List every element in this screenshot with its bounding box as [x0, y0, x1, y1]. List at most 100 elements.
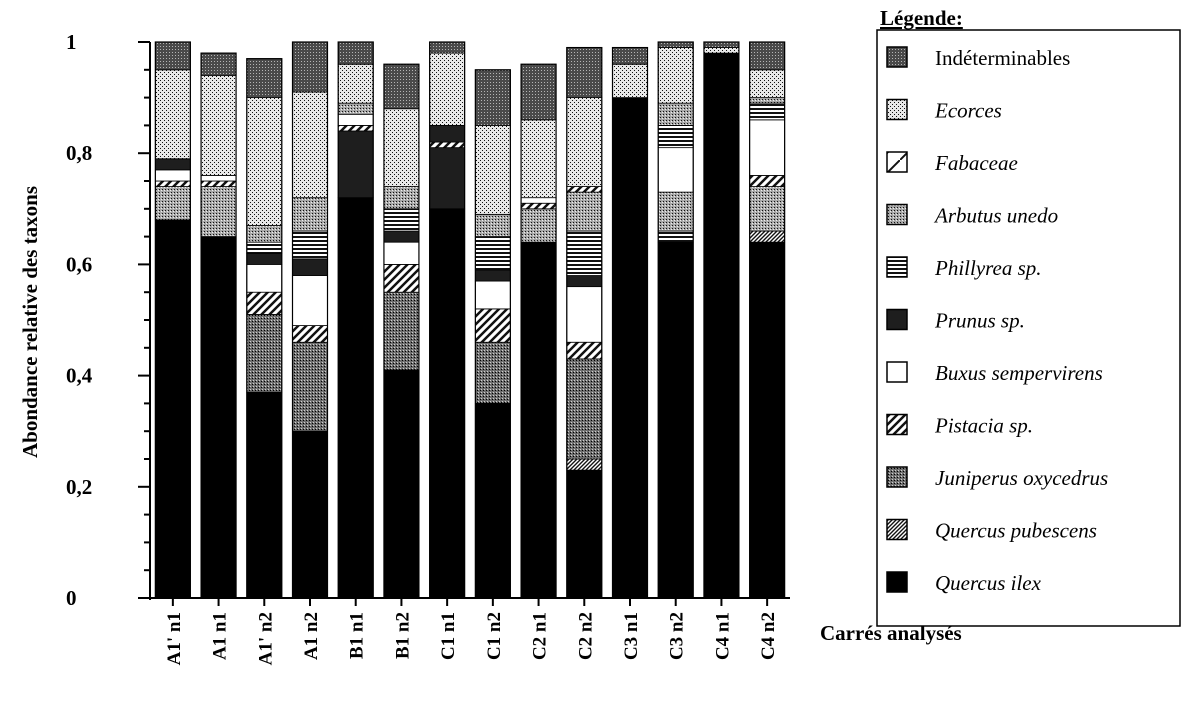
x-tick-label: C1 n2: [484, 612, 505, 660]
bar-segment-juniperus-oxycedrus: [383, 291, 420, 371]
bar-segment-quercus-ilex: [703, 52, 740, 599]
bar-segment-buxus-sempervirens: [292, 275, 328, 326]
bar-segment-prunus-sp: [337, 130, 374, 199]
legend-label: Buxus sempervirens: [935, 361, 1103, 385]
bar-segment-arbutus-unedo: [200, 186, 237, 237]
bar-stack: [429, 41, 466, 599]
legend-swatch: [886, 466, 908, 488]
bar-segment-arbutus-unedo: [337, 102, 374, 115]
x-tick-label: A1' n2: [255, 612, 276, 665]
bar-segment-buxus-sempervirens: [749, 119, 786, 176]
bar-segment-fabaceae: [749, 175, 786, 187]
bar-segment-arbutus-unedo: [566, 191, 603, 232]
x-tick-label: C4 n2: [758, 612, 779, 660]
bar-segment-fabaceae: [429, 141, 466, 149]
bar-segment-buxus-sempervirens: [474, 280, 511, 310]
bar-segment-arbutus-unedo: [749, 97, 786, 104]
bar-segment-quercus-ilex: [612, 97, 648, 599]
y-tick-label: 0,6: [66, 252, 92, 276]
x-axis-title: Carrés analysés: [820, 621, 962, 645]
x-tick-label: C2 n2: [575, 612, 596, 660]
bar-segment-buxus-sempervirens: [383, 241, 420, 265]
bar-segment-arbutus-unedo: [474, 213, 511, 238]
legend-label: Juniperus oxycedrus: [935, 466, 1108, 490]
y-axis-title: Abondance relative des taxons: [18, 186, 42, 458]
legend-swatch: [886, 518, 908, 541]
bar-segment-juniperus-oxycedrus: [292, 341, 328, 432]
bar-segment-ecorces: [520, 119, 557, 199]
bar-segment-prunus-sp: [429, 125, 466, 143]
bar-segment-pistacia-sp: [566, 341, 603, 360]
bar-segment-ind-terminables: [612, 47, 648, 65]
legend-swatch: [886, 256, 908, 278]
x-tick-label: A1 n2: [301, 612, 322, 660]
y-tick-label: 1: [66, 30, 77, 54]
legend-entry: Fabaceae: [886, 151, 1018, 175]
bar-segment-ind-terminables: [154, 41, 191, 71]
legend-label: Quercus ilex: [935, 571, 1042, 595]
bar-segment-quercus-ilex: [337, 197, 374, 599]
bar-segment-pistacia-sp: [383, 263, 420, 293]
bar-segment-buxus-sempervirens: [154, 169, 191, 182]
bar-stack: [520, 63, 557, 599]
bar-segment-arbutus-unedo: [657, 191, 694, 232]
bar-segment-quercus-ilex: [474, 402, 511, 599]
bar-segment-quercus-ilex: [383, 369, 420, 599]
legend-entry: Quercus ilex: [886, 571, 1042, 595]
bar-segment-quercus-ilex: [429, 208, 466, 599]
legend-swatch: [886, 151, 908, 173]
bar-segment-prunus-sp: [246, 252, 283, 265]
bar-segment-quercus-ilex: [154, 219, 191, 599]
legend-swatch: [886, 361, 908, 383]
bar-segment-ind-terminables: [749, 41, 786, 71]
bar-segment-prunus-sp: [474, 269, 511, 282]
bar-segment-arbutus-unedo: [246, 225, 283, 243]
bar-segment-quercus-ilex: [749, 241, 786, 599]
bar-segment-ind-terminables: [383, 63, 420, 110]
bar-stack: [246, 58, 283, 599]
bar-stack: [657, 41, 694, 599]
bar-segment-fabaceae: [566, 186, 603, 193]
bar-segment-ind-terminables: [566, 47, 603, 99]
legend-swatch: [886, 203, 908, 226]
bar-segment-phillyrea-sp: [474, 236, 511, 271]
bar-segment-buxus-sempervirens: [520, 197, 557, 204]
x-tick-label: C4 n1: [712, 612, 733, 660]
bar-segment-buxus-sempervirens: [337, 113, 374, 126]
bar-segment-phillyrea-sp: [749, 102, 786, 121]
x-tick-label: A1 n1: [210, 612, 231, 660]
x-tick-label: B1 n2: [392, 612, 413, 659]
bar-segment-prunus-sp: [383, 230, 420, 243]
bar-segment-ecorces: [429, 52, 466, 126]
legend-entry: Arbutus unedo: [886, 203, 1058, 228]
legend-entry: Buxus sempervirens: [886, 361, 1103, 385]
bar-stack: [337, 41, 374, 599]
bar-segment-quercus-ilex: [520, 241, 557, 599]
y-tick-label: 0: [66, 586, 77, 610]
bar-segment-ecorces: [383, 108, 420, 187]
legend-entry: Prunus sp.: [886, 309, 1025, 333]
bar-segment-ecorces: [337, 63, 374, 104]
bar-stack: [383, 63, 420, 599]
bar-segment-arbutus-unedo: [154, 186, 191, 221]
legend-label: Fabaceae: [934, 151, 1018, 175]
bar-segment-prunus-sp: [154, 158, 191, 171]
bar-segment-fabaceae: [520, 202, 557, 210]
legend-entry: Phillyrea sp.: [886, 256, 1042, 280]
bar-segment-arbutus-unedo: [292, 197, 328, 232]
bar-segment-prunus-sp: [566, 275, 603, 288]
bar-stack: [200, 52, 237, 599]
bar-segment-ecorces: [292, 91, 328, 199]
bar-stack: [749, 41, 786, 599]
bar-stack: [611, 46, 649, 599]
bar-segment-ind-terminables: [292, 41, 328, 93]
bar-segment-buxus-sempervirens: [246, 263, 283, 293]
bar-segment-pistacia-sp: [292, 325, 328, 343]
bar-segment-ind-terminables: [703, 41, 740, 48]
bar-segment-ecorces: [612, 63, 648, 98]
bar-segment-ecorces: [703, 47, 740, 54]
bar-segment-phillyrea-sp: [657, 230, 694, 243]
legend-label: Quercus pubescens: [935, 519, 1097, 543]
bar-segment-pistacia-sp: [474, 308, 511, 343]
bar-segment-juniperus-oxycedrus: [474, 341, 511, 404]
